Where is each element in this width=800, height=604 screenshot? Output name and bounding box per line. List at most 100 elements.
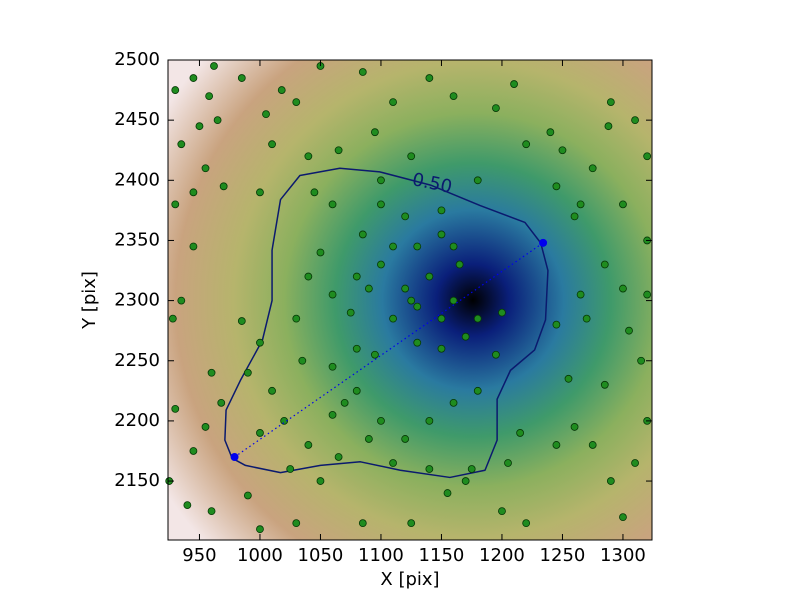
data-point <box>588 441 597 449</box>
data-point <box>606 477 615 485</box>
data-point <box>449 398 458 407</box>
data-point <box>522 519 531 528</box>
data-point <box>371 128 379 137</box>
data-point <box>298 356 307 365</box>
data-point <box>600 380 609 389</box>
data-point <box>443 489 452 497</box>
axes-frame <box>167 59 653 541</box>
data-point <box>243 491 252 500</box>
data-point <box>201 423 210 431</box>
data-point <box>334 453 343 461</box>
data-point <box>189 74 198 82</box>
data-point <box>316 477 325 485</box>
data-point <box>643 152 652 161</box>
data-point <box>328 200 337 209</box>
data-point <box>358 230 367 239</box>
data-point <box>401 284 410 293</box>
data-point <box>546 128 555 137</box>
x-tick-label: 1250 <box>540 545 586 566</box>
y-tick-label: 2400 <box>114 169 160 190</box>
data-point <box>256 338 264 347</box>
data-point <box>401 212 410 221</box>
data-point <box>177 140 186 149</box>
data-point <box>377 176 385 185</box>
y-tick-label: 2500 <box>114 49 160 70</box>
data-point <box>637 356 646 365</box>
data-point <box>619 200 627 209</box>
x-tick-label: 1050 <box>298 545 344 566</box>
data-point <box>625 326 633 335</box>
data-point <box>600 260 609 269</box>
data-point <box>389 98 397 107</box>
x-tick-label: 1000 <box>237 545 283 566</box>
data-point <box>171 404 180 413</box>
y-axis-label: Y [pix] <box>79 271 100 330</box>
data-point <box>522 140 531 149</box>
data-point <box>377 200 385 209</box>
data-point <box>292 314 301 323</box>
data-point <box>455 260 464 269</box>
data-point <box>449 296 458 305</box>
data-point <box>425 272 434 281</box>
data-point <box>268 140 276 149</box>
data-point <box>371 350 379 359</box>
data-point <box>498 507 506 516</box>
data-point <box>407 519 416 528</box>
data-point <box>564 374 573 383</box>
data-point <box>449 242 458 251</box>
x-tick-label: 1100 <box>358 545 404 566</box>
data-point <box>461 332 470 341</box>
data-point <box>413 242 422 251</box>
data-point <box>619 513 627 522</box>
y-tick-label: 2350 <box>114 229 160 250</box>
data-point <box>558 146 567 155</box>
data-point <box>498 308 506 317</box>
data-point <box>413 338 422 347</box>
x-tick-label: 1300 <box>600 545 646 566</box>
data-point <box>631 116 639 125</box>
data-point <box>643 290 652 299</box>
data-point <box>552 182 561 191</box>
data-point <box>407 296 416 305</box>
data-point <box>207 368 216 377</box>
data-point <box>516 429 525 437</box>
y-tick-label: 2450 <box>114 109 160 130</box>
data-point <box>619 284 627 293</box>
data-point <box>189 447 198 455</box>
data-point <box>473 386 482 395</box>
y-tick-label: 2250 <box>114 350 160 371</box>
data-point <box>377 260 385 269</box>
x-axis-label: X [pix] <box>380 569 439 590</box>
data-point <box>437 206 446 215</box>
data-point <box>210 62 218 70</box>
data-point <box>407 152 416 161</box>
data-point <box>277 86 286 94</box>
data-point <box>492 350 500 359</box>
data-point <box>195 122 204 131</box>
data-point <box>286 465 295 473</box>
data-point <box>205 92 214 100</box>
data-point <box>570 423 579 431</box>
data-point <box>389 242 397 251</box>
data-point <box>510 80 518 88</box>
data-point <box>201 164 210 173</box>
data-point <box>171 200 180 209</box>
data-point <box>304 272 313 281</box>
data-point <box>358 68 367 76</box>
data-point <box>262 110 270 119</box>
data-point <box>328 290 337 299</box>
data-point <box>606 98 615 107</box>
data-point <box>292 98 301 107</box>
data-point <box>171 86 180 94</box>
data-point <box>473 314 482 323</box>
data-point <box>168 314 177 323</box>
data-point <box>552 441 561 449</box>
data-point <box>389 459 397 467</box>
data-point <box>219 182 228 191</box>
data-point <box>177 296 186 305</box>
data-point <box>189 242 198 251</box>
x-tick-label: 1150 <box>419 545 465 566</box>
data-point <box>449 92 458 100</box>
data-point <box>280 417 289 425</box>
data-point <box>576 200 585 209</box>
